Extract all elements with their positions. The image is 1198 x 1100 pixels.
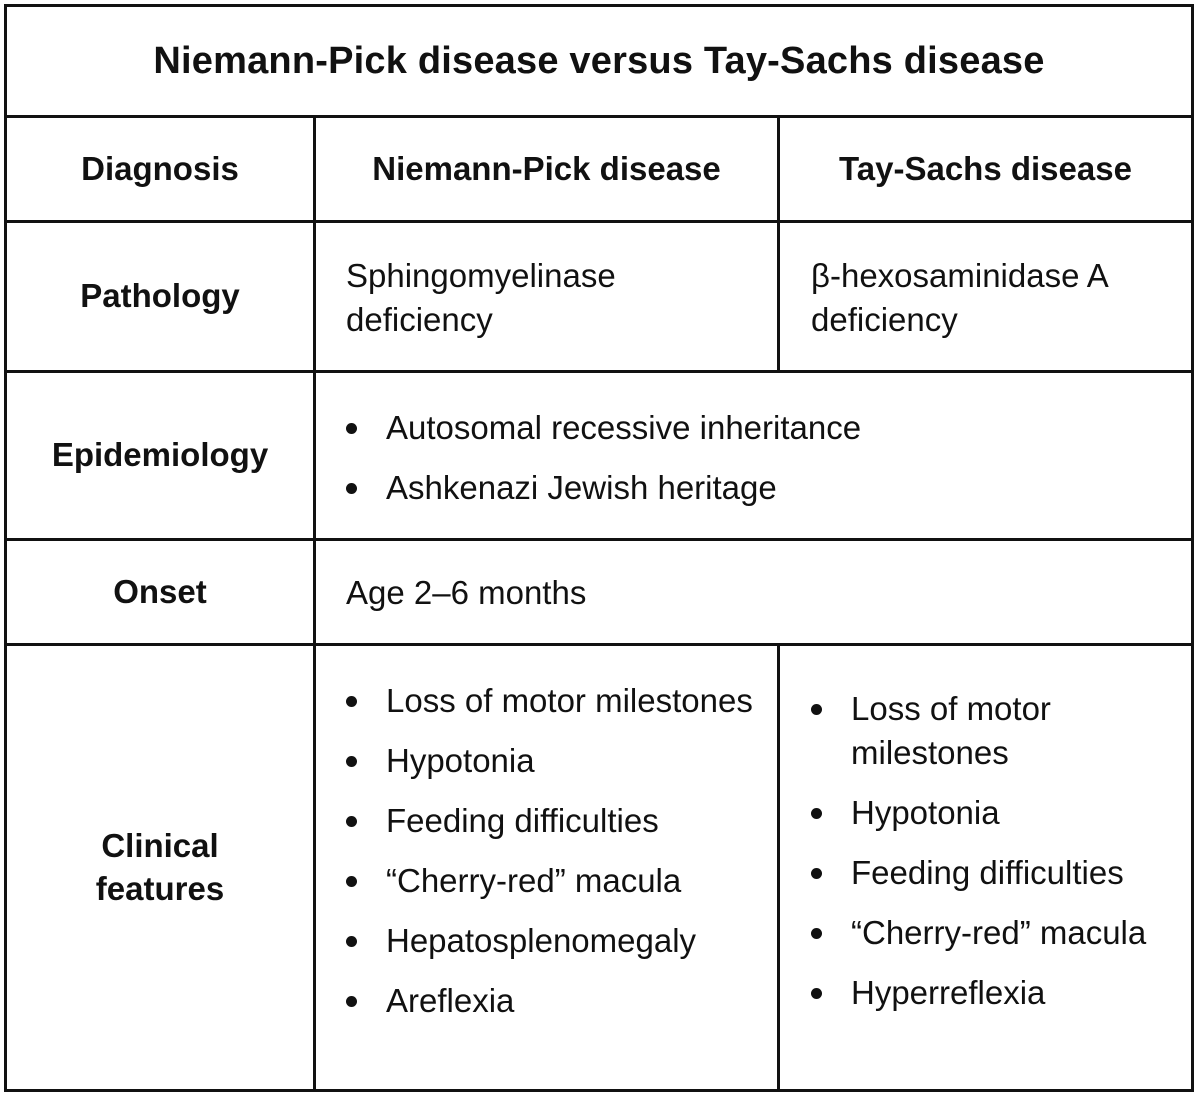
list-item-text: Ashkenazi Jewish heritage [386, 469, 777, 506]
list-item-text: Hyperreflexia [851, 974, 1046, 1011]
list-item-text: Areflexia [386, 982, 515, 1019]
row-label-clinical-features: Clinical features [7, 646, 313, 1089]
divider [313, 115, 316, 1092]
row-label-onset: Onset [113, 572, 207, 610]
list-item-text: “Cherry-red” macula [386, 862, 682, 899]
list-item: Feeding difficulties [346, 799, 766, 843]
clinical-features-niemann-pick: Loss of motor milestones Hypotonia Feedi… [346, 679, 766, 1023]
divider [4, 538, 1194, 541]
list-item: “Cherry-red” macula [811, 911, 1171, 955]
list-item-text: Hypotonia [851, 794, 1000, 831]
bullet-icon [346, 696, 357, 707]
comparison-table [4, 4, 1194, 1092]
bullet-icon [346, 483, 357, 494]
divider [4, 643, 1194, 646]
list-item: Areflexia [346, 979, 766, 1023]
list-item-text: Feeding difficulties [386, 802, 659, 839]
header-diagnosis: Diagnosis [81, 149, 239, 187]
bullet-icon [811, 928, 822, 939]
epidemiology-cell: Autosomal recessive inheritance Ashkenaz… [346, 406, 1166, 510]
bullet-icon [811, 988, 822, 999]
onset-value: Age 2–6 months [346, 574, 587, 611]
list-item-text: Loss of motor milestones [386, 682, 753, 719]
divider [777, 643, 780, 1092]
list-item: Autosomal recessive inheritance [346, 406, 1166, 450]
bullet-icon [346, 876, 357, 887]
bullet-icon [346, 936, 357, 947]
row-label-text: Clinical features [95, 826, 225, 907]
list-item-text: “Cherry-red” macula [851, 914, 1147, 951]
bullet-icon [346, 756, 357, 767]
row-label-pathology: Pathology [80, 277, 240, 315]
header-niemann-pick: Niemann-Pick disease [372, 149, 721, 187]
list-item: Loss of motor milestones [346, 679, 766, 723]
list-item: Hyperreflexia [811, 971, 1171, 1015]
divider [4, 370, 1194, 373]
bullet-icon [346, 996, 357, 1007]
list-item: Hepatosplenomegaly [346, 919, 766, 963]
pathology-tay-sachs: β-hexosaminidase A deficiency [811, 257, 1107, 338]
header-tay-sachs: Tay-Sachs disease [839, 149, 1132, 187]
pathology-niemann-pick: Sphingomyelinase deficiency [346, 257, 616, 338]
list-item: “Cherry-red” macula [346, 859, 766, 903]
list-item-text: Hepatosplenomegaly [386, 922, 697, 959]
divider [4, 115, 1194, 118]
divider [777, 115, 780, 373]
bullet-icon [811, 868, 822, 879]
list-item-text: Feeding difficulties [851, 854, 1124, 891]
list-item-text: Loss of motor milestones [851, 690, 1051, 771]
bullet-icon [346, 816, 357, 827]
list-item: Ashkenazi Jewish heritage [346, 466, 1166, 510]
list-item: Hypotonia [346, 739, 766, 783]
clinical-features-tay-sachs: Loss of motor milestones Hypotonia Feedi… [811, 687, 1171, 1015]
list-item: Feeding difficulties [811, 851, 1171, 895]
list-item: Loss of motor milestones [811, 687, 1171, 775]
list-item-text: Autosomal recessive inheritance [386, 409, 862, 446]
divider [4, 220, 1194, 223]
epidemiology-list: Autosomal recessive inheritance Ashkenaz… [346, 406, 1166, 510]
row-label-epidemiology: Epidemiology [51, 436, 269, 474]
bullet-icon [811, 808, 822, 819]
table-title: Niemann-Pick disease versus Tay-Sachs di… [153, 39, 1045, 82]
list-item-text: Hypotonia [386, 742, 535, 779]
tay-sachs-features-list: Loss of motor milestones Hypotonia Feedi… [811, 687, 1171, 1015]
bullet-icon [346, 423, 357, 434]
niemann-pick-features-list: Loss of motor milestones Hypotonia Feedi… [346, 679, 766, 1023]
bullet-icon [811, 704, 822, 715]
list-item: Hypotonia [811, 791, 1171, 835]
